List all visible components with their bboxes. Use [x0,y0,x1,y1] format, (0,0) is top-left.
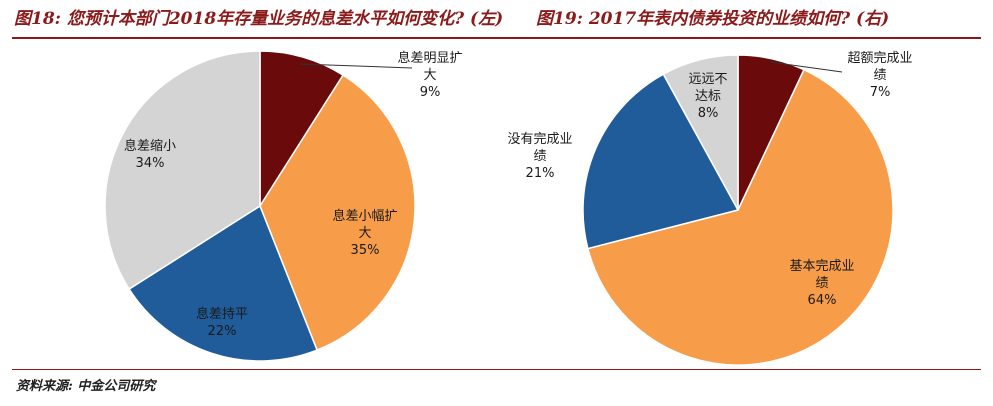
pie-left-slice-0 [259,50,345,209]
pie-right-label-3: 远远不达标 8% [688,72,727,121]
footer-divider [12,369,981,370]
pie-left-slice-1 [259,74,416,352]
pie-right-label-2: 没有完成业绩 21% [507,132,572,181]
pie-right-slice-1 [586,68,894,366]
pie-right-slice-2 [582,73,740,250]
chart-title-right: 图19: 2017年表内债券投资的业绩如何? (右) [536,9,890,29]
pie-left-label-1: 息差小幅扩大 35% [332,208,397,258]
pie-left-label-0: 息差明显扩大 9% [397,50,462,100]
chart-title-left: 图18: 您预计本部门2018年存量业务的息差水平如何变化? (左) [14,9,504,29]
pie-left-slice-2 [128,204,319,362]
pie-right-leader-0 [769,61,843,73]
title-divider [12,37,981,39]
pie-right-label-1: 基本完成业绩 64% [789,259,854,308]
source-note: 资料来源: 中金公司研究 [16,379,156,394]
pie-right-slice-3 [662,54,739,211]
pie-left-label-2: 息差持平 22% [196,306,248,339]
pie-left-leader-0 [299,63,413,69]
pie-right-label-0: 超额完成业绩 7% [847,51,912,100]
pie-left-label-3: 息差缩小 34% [124,138,176,171]
pie-left-slice-3 [104,50,261,291]
